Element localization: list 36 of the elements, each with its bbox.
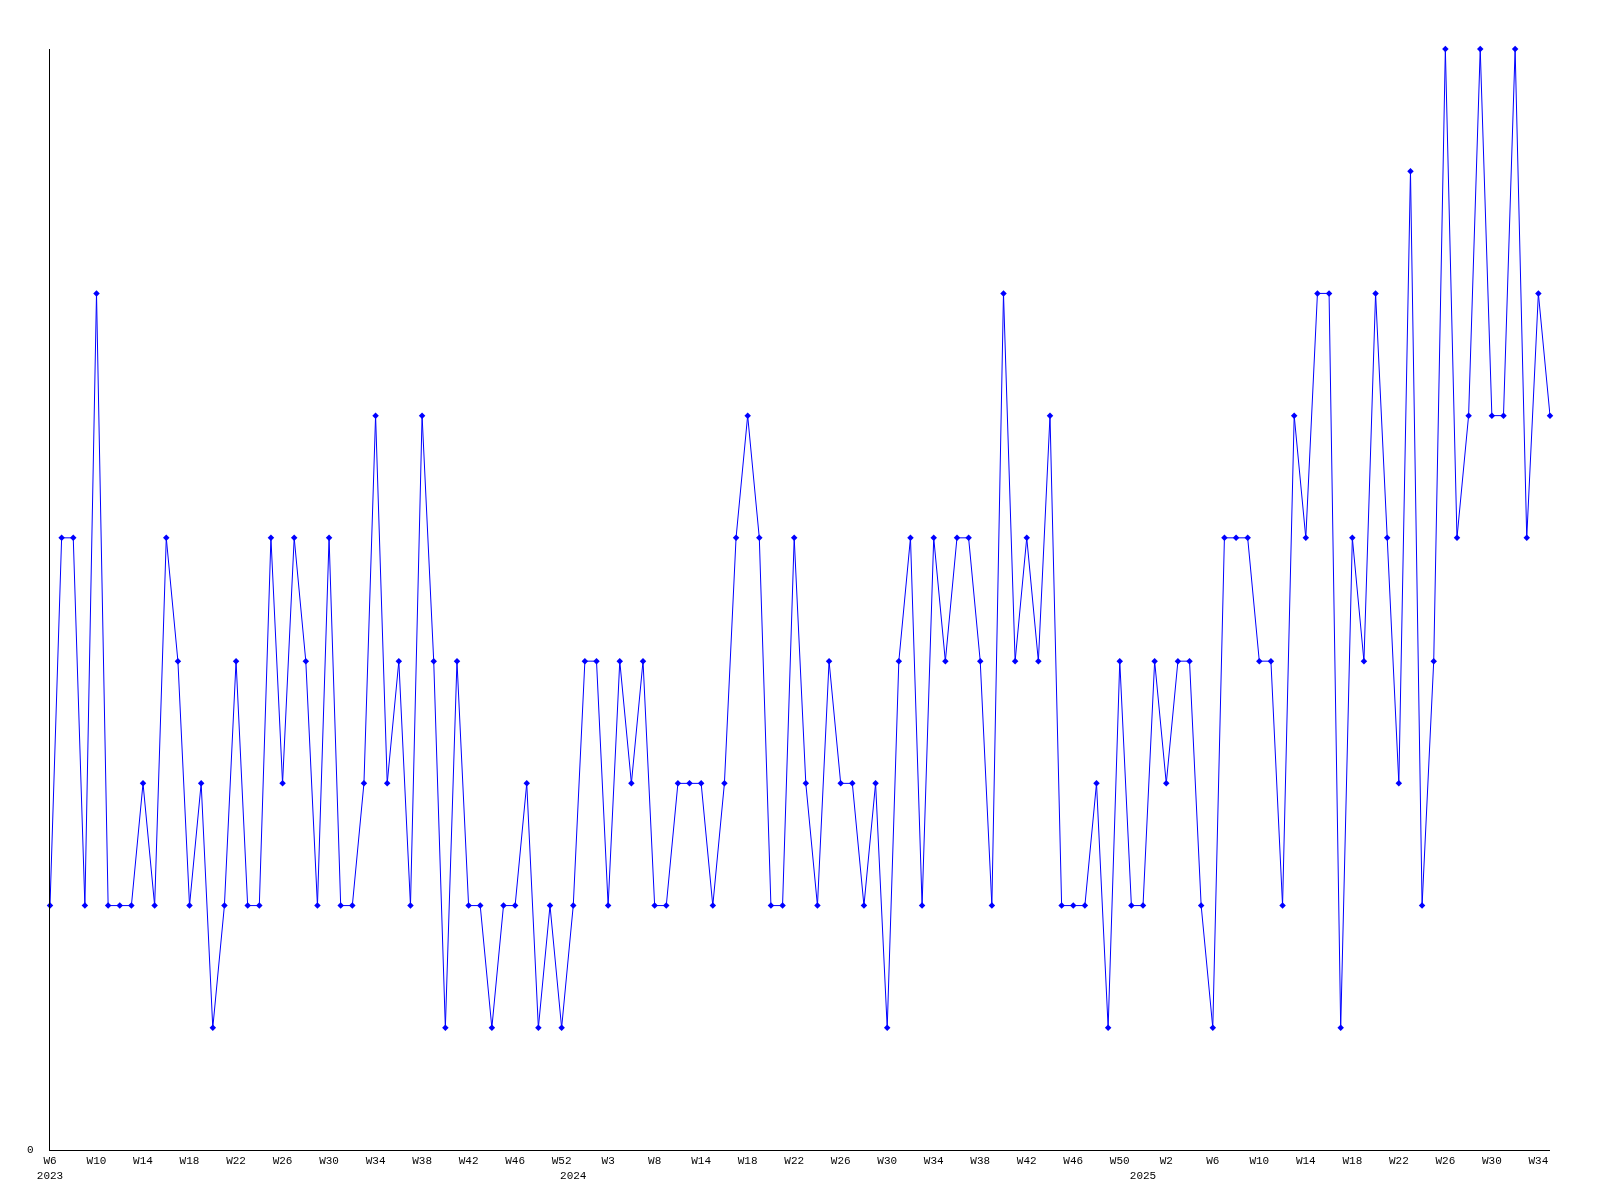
x-tick-label: W2	[1159, 1155, 1173, 1168]
x-tick-label: W52	[551, 1155, 572, 1168]
x-tick-label: W22	[784, 1155, 805, 1168]
x-tick-label: W14	[691, 1155, 712, 1168]
x-tick-label: W22	[226, 1155, 246, 1168]
x-tick-label: W42	[458, 1155, 479, 1168]
x-tick-label: W46	[505, 1155, 526, 1168]
x-tick-label: W6 2023	[36, 1155, 64, 1182]
x-tick-label: W30	[319, 1155, 339, 1168]
x-tick-label: W18	[179, 1155, 200, 1168]
x-tick-label: W8	[648, 1155, 662, 1168]
x-tick-label: W34	[1528, 1155, 1549, 1168]
x-tick-label: W50	[1109, 1155, 1130, 1168]
x-tick-label: 2025	[1129, 1169, 1157, 1182]
x-tick-label: W46	[1063, 1155, 1084, 1168]
x-tick-label: W30	[877, 1155, 898, 1168]
x-tick-label: W34	[923, 1155, 945, 1168]
x-tick-label: W42	[1016, 1155, 1037, 1168]
x-tick-label: W38	[970, 1155, 991, 1168]
x-tick-label: W38	[412, 1155, 432, 1168]
x-tick-label: W14	[1295, 1155, 1317, 1168]
x-tick-label: W30	[1481, 1155, 1502, 1168]
x-tick-label: W10	[1249, 1155, 1270, 1168]
x-tick-label: 2024	[560, 1169, 587, 1182]
x-tick-label: W18	[1342, 1155, 1363, 1168]
x-tick-label: W6	[1206, 1155, 1220, 1168]
x-tick-label: W3	[601, 1155, 615, 1168]
x-tick-label: W26	[272, 1155, 293, 1168]
x-tick-label: W26	[1435, 1155, 1456, 1168]
x-tick-label: W34	[365, 1155, 386, 1168]
x-tick-label: W26	[830, 1155, 851, 1168]
x-tick-label: W10	[86, 1155, 107, 1168]
text: 0	[27, 1144, 34, 1156]
x-tick-label: W22	[1388, 1155, 1409, 1168]
x-tick-label: W14	[133, 1155, 154, 1168]
x-tick-label: W18	[737, 1155, 758, 1168]
